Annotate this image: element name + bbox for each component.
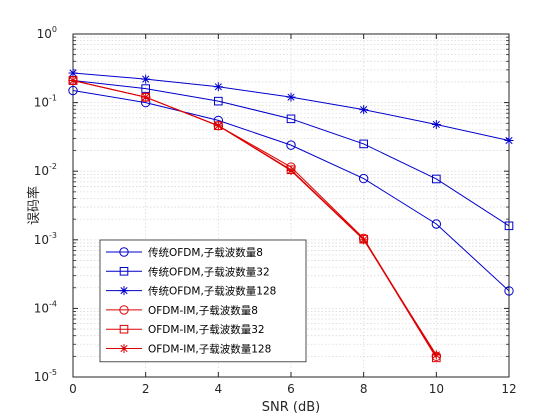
marker-star xyxy=(431,119,441,129)
legend-label: OFDM-IM,子载波数量8 xyxy=(148,304,258,317)
marker-star xyxy=(431,350,441,360)
marker-star xyxy=(68,68,78,78)
legend-item: 传统OFDM,子载波数量32 xyxy=(106,265,270,278)
marker-star xyxy=(141,92,151,102)
series-group xyxy=(68,75,441,360)
marker-circle xyxy=(68,85,78,96)
y-tick-label: 10-1 xyxy=(34,94,57,110)
y-axis-title: 误码率 xyxy=(26,186,42,225)
marker-star xyxy=(213,121,223,131)
marker-square xyxy=(214,96,223,106)
marker-square xyxy=(119,324,129,334)
x-tick-label: 2 xyxy=(142,382,150,396)
x-tick-label: 12 xyxy=(501,382,516,396)
marker-star xyxy=(68,75,78,85)
series-group xyxy=(68,68,514,146)
marker-square xyxy=(119,267,129,276)
y-tick-label: 10-2 xyxy=(34,162,57,178)
y-tick-label: 10-4 xyxy=(34,299,57,315)
marker-star xyxy=(359,235,369,245)
x-axis-title: SNR (dB) xyxy=(262,400,320,415)
series-group xyxy=(68,76,514,231)
legend-box xyxy=(99,239,307,363)
marker-star xyxy=(213,82,223,92)
marker-star xyxy=(359,105,369,115)
marker-circle xyxy=(358,173,369,184)
marker-square xyxy=(359,139,368,149)
legend: 传统OFDM,子载波数量8 传统OFDM,子载波数量32 传统OFDM,子载波数量1… xyxy=(99,239,307,363)
marker-square xyxy=(504,221,514,231)
legend-label: 传统OFDM,子载波数量8 xyxy=(148,246,263,259)
marker-square xyxy=(286,114,296,124)
marker-star xyxy=(141,74,151,84)
marker-circle xyxy=(286,140,296,150)
marker-star xyxy=(286,166,296,176)
y-tick-label: 10-5 xyxy=(34,368,57,384)
marker-square xyxy=(432,174,441,184)
series-line xyxy=(72,80,437,356)
legend-item: 传统OFDM,子载波数量128 xyxy=(106,285,276,298)
x-tick-label: 10 xyxy=(429,382,444,396)
legend-item: OFDM-IM,子载波数量32 xyxy=(106,323,265,336)
marker-square xyxy=(141,84,150,93)
legend-item: 传统OFDM,子载波数量8 xyxy=(106,246,263,259)
y-tick-label: 100 xyxy=(37,25,57,41)
x-tick-label: 6 xyxy=(287,382,295,396)
legend-label: 传统OFDM,子载波数量128 xyxy=(148,285,276,298)
x-tick-label: 0 xyxy=(69,382,77,396)
marker-star xyxy=(119,286,129,296)
marker-circle xyxy=(431,219,442,229)
x-tick-label: 8 xyxy=(360,382,368,396)
series-line xyxy=(72,90,510,292)
legend-item: OFDM-IM,子载波数量8 xyxy=(106,304,258,317)
marker-circle xyxy=(119,247,129,257)
axis-ticks: 0 2 4 6 8 10 12 10-5 10-4 10-3 10-2 10-1 100 xyxy=(34,25,517,396)
marker-star xyxy=(504,136,514,146)
series-line xyxy=(72,79,510,227)
legend-label: OFDM-IM,子载波数量128 xyxy=(148,343,271,356)
legend-label: 传统OFDM,子载波数量32 xyxy=(148,265,270,278)
legend-label: OFDM-IM,子载波数量32 xyxy=(148,323,265,336)
marker-star xyxy=(119,344,129,353)
marker-circle xyxy=(504,286,514,296)
y-tick-label: 10-3 xyxy=(34,231,57,247)
legend-item: OFDM-IM,子载波数量128 xyxy=(106,343,271,356)
series xyxy=(68,68,514,363)
marker-circle xyxy=(119,305,129,315)
x-tick-label: 4 xyxy=(215,382,223,396)
marker-star xyxy=(286,92,296,102)
